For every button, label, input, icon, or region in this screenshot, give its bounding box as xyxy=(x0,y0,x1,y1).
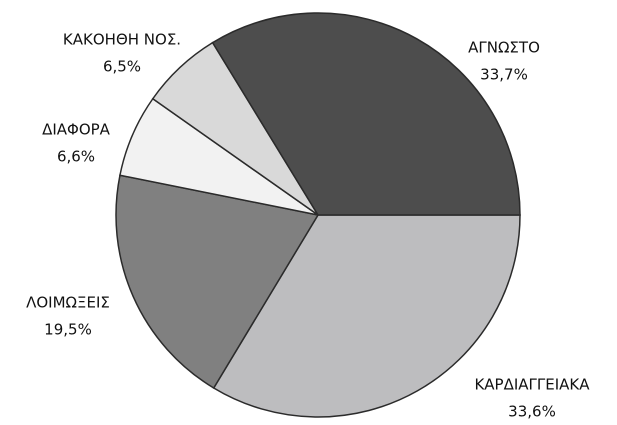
slice-value-label: 33,6% xyxy=(508,403,556,421)
slice-value-label: 19,5% xyxy=(44,321,92,339)
slice-label: ΚΑΡΔΙΑΓΓΕΙΑΚΑ xyxy=(474,376,590,394)
slice-value-label: 33,7% xyxy=(480,66,528,84)
slice-value-label: 6,5% xyxy=(103,58,141,76)
pie-slice xyxy=(212,214,521,418)
pie-slice xyxy=(211,12,521,216)
slice-label: ΔΙΑΦΟΡΑ xyxy=(42,121,111,139)
slice-label: ΚΑΚΟΗΘΗ ΝΟΣ. xyxy=(63,31,181,49)
slice-label: ΑΓΝΩΣΤΟ xyxy=(468,39,540,57)
slice-label: ΛΟΙΜΩΞΕΙΣ xyxy=(26,294,110,312)
slice-value-label: 6,6% xyxy=(57,148,95,166)
pie-slice xyxy=(115,174,320,390)
